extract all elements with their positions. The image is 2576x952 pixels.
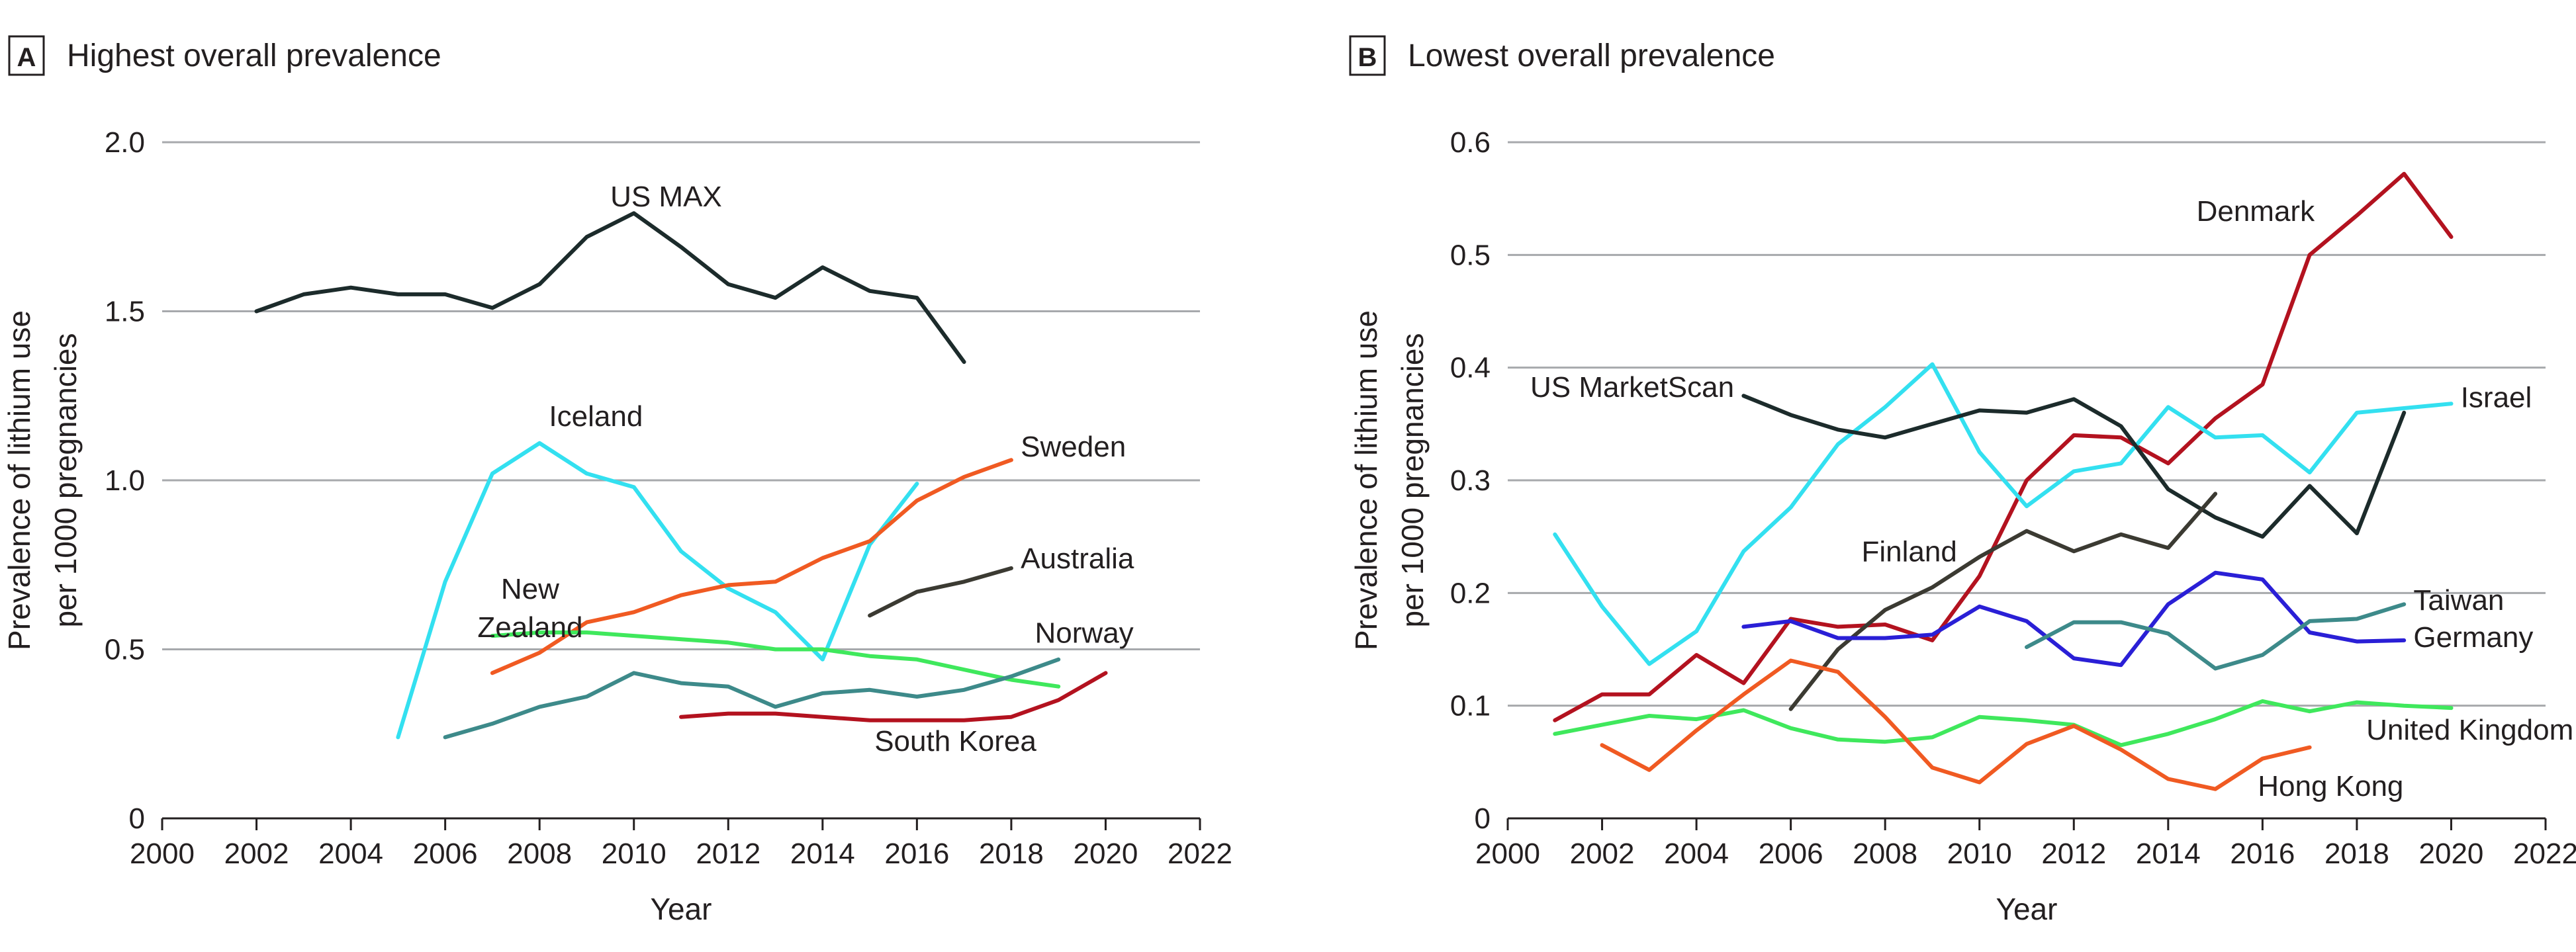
- panel-a: A Highest overall prevalence 0 0.5 1.0 1.5 2.0…: [2, 35, 1232, 926]
- x-tick-label: 2022: [2513, 838, 2576, 870]
- series-line-us-max: [254, 211, 966, 365]
- series-line-iceland: [396, 441, 919, 740]
- y-tick-label: 1.5: [105, 296, 145, 328]
- series-line-taiwan: [2025, 602, 2407, 671]
- series-line-denmark: [1553, 171, 2454, 722]
- y-axis-title-line: per 1000 pregnancies: [48, 333, 83, 628]
- series-label-south-korea: South Korea: [874, 725, 1036, 757]
- panel-letter: A: [17, 43, 36, 72]
- series-line-australia: [868, 566, 1013, 618]
- y-tick-label: 0.3: [1450, 464, 1491, 497]
- series-line-israel: [1553, 362, 2454, 666]
- series-label-new-zealand: New: [501, 573, 559, 605]
- panel-b: B Lowest overall prevalence 0 0.1 0.2 0.3 0.4 0…: [1349, 35, 2576, 926]
- panel-letter-box: [1349, 35, 1386, 76]
- x-tick-label: 2008: [1853, 838, 1917, 870]
- y-tick-label: 0.6: [1450, 126, 1491, 159]
- series-label-hong-kong: Hong Kong: [2258, 770, 2403, 802]
- x-tick-label: 2014: [790, 838, 855, 870]
- y-tick-label: 0.1: [1450, 690, 1491, 722]
- y-tick-label: 0.5: [1450, 239, 1491, 271]
- series-label-denmark: Denmark: [2197, 195, 2315, 228]
- y-tick-label: 2.0: [105, 126, 145, 159]
- series-label-us-max: US MAX: [610, 181, 722, 213]
- series-label-united-kingdom: United Kingdom: [2366, 714, 2573, 746]
- x-tick-label: 2012: [2041, 838, 2106, 870]
- series-line-hong-kong: [1600, 658, 2312, 791]
- series-line-sweden: [490, 458, 1013, 675]
- x-tick-label: 2020: [1074, 838, 1138, 870]
- y-tick-label: 1.0: [105, 464, 145, 497]
- series-label-sweden: Sweden: [1021, 431, 1126, 463]
- series-line-germany: [1741, 570, 2407, 668]
- x-axis-title: Year: [1996, 892, 2058, 926]
- x-tick-label: 2008: [507, 838, 572, 870]
- series-label-iceland: Iceland: [549, 400, 643, 433]
- series-line-united-kingdom: [1553, 699, 2454, 748]
- x-tick-label: 2022: [1168, 838, 1232, 870]
- y-axis-title-line: Prevalence of lithium use: [1349, 310, 1383, 650]
- x-tick-label: 2020: [2419, 838, 2484, 870]
- panel-letter: B: [1358, 43, 1377, 72]
- x-tick-label: 2002: [1570, 838, 1635, 870]
- x-tick-label: 2016: [884, 838, 949, 870]
- y-tick-label: 0: [1475, 802, 1491, 835]
- series-label-norway: Norway: [1035, 617, 1134, 649]
- x-tick-label: 2000: [1475, 838, 1540, 870]
- panel-title: Highest overall prevalence: [67, 38, 441, 73]
- x-axis-title: Year: [651, 892, 712, 926]
- y-axis-title-line: Prevalence of lithium use: [2, 310, 36, 650]
- series-line-finland: [1788, 492, 2218, 711]
- panel-title: Lowest overall prevalence: [1408, 38, 1775, 73]
- y-tick-label: 0: [129, 802, 145, 835]
- x-tick-label: 2012: [696, 838, 760, 870]
- x-tick-label: 2018: [979, 838, 1044, 870]
- series-line-norway: [443, 657, 1061, 740]
- y-tick-label: 0.5: [105, 634, 145, 666]
- series-label-finland: Finland: [1862, 536, 1957, 568]
- series-label-us-marketscan: US MarketScan: [1530, 371, 1734, 404]
- series-line-south-korea: [679, 671, 1108, 722]
- x-tick-label: 2010: [1947, 838, 2012, 870]
- series-label-taiwan: Taiwan: [2413, 584, 2504, 617]
- x-tick-label: 2000: [130, 838, 195, 870]
- x-tick-label: 2014: [2136, 838, 2201, 870]
- y-tick-label: 0.4: [1450, 352, 1491, 384]
- series-label-israel: Israel: [2461, 381, 2532, 413]
- series-label-new-zealand: Zealand: [477, 611, 582, 644]
- x-tick-label: 2002: [224, 838, 289, 870]
- x-tick-label: 2004: [318, 838, 383, 870]
- x-tick-label: 2004: [1664, 838, 1729, 870]
- series-line-new-zealand: [490, 630, 1061, 689]
- x-tick-label: 2010: [602, 838, 667, 870]
- x-tick-label: 2018: [2324, 838, 2389, 870]
- series-label-australia: Australia: [1021, 542, 1134, 575]
- y-tick-label: 0.2: [1450, 577, 1491, 609]
- x-tick-label: 2016: [2230, 838, 2295, 870]
- series-line-us-marketscan: [1741, 394, 2407, 539]
- x-tick-label: 2006: [1759, 838, 1823, 870]
- series-label-germany: Germany: [2413, 621, 2533, 654]
- panel-letter-box: [8, 35, 45, 76]
- y-axis-title-line: per 1000 pregnancies: [1395, 333, 1430, 628]
- x-tick-label: 2006: [413, 838, 478, 870]
